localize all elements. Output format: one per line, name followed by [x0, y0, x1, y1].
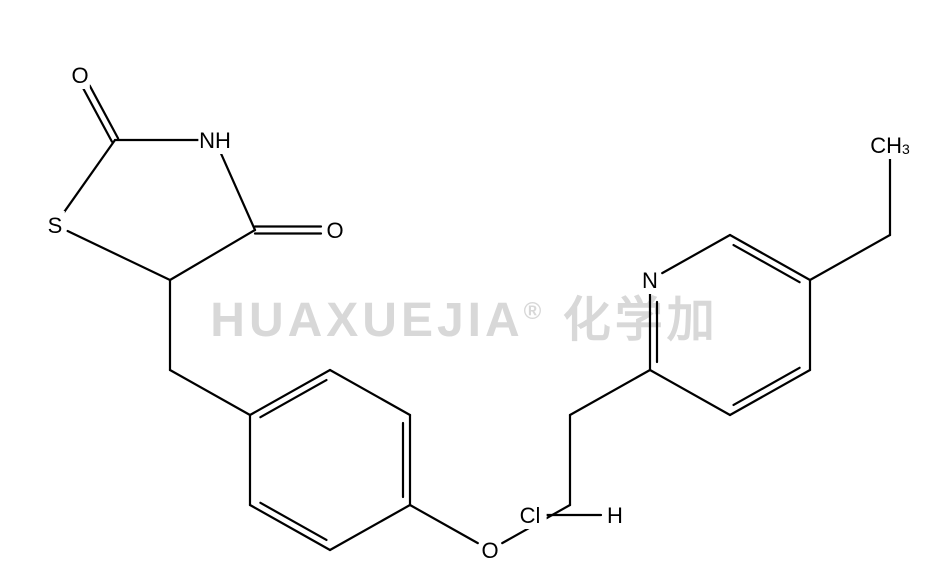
svg-text:H: H [607, 503, 623, 528]
atom-label: S [45, 211, 65, 239]
atom-label: O [70, 61, 90, 89]
chemical-structure: S NH O O O N CH3 H Cl [0, 0, 929, 588]
svg-text:Cl: Cl [520, 503, 541, 528]
atom-label: O [325, 216, 345, 244]
atom-label: CH3 [867, 131, 914, 159]
atom-label: N [640, 266, 660, 294]
atom-label: Cl [513, 501, 546, 529]
atom-label: O [480, 536, 500, 564]
svg-text:S: S [48, 213, 63, 238]
atom-label: H [605, 501, 625, 529]
svg-text:O: O [326, 218, 343, 243]
svg-text:N: N [642, 268, 658, 293]
atom-label: NH [198, 126, 231, 154]
svg-text:O: O [481, 538, 498, 563]
svg-text:NH: NH [199, 128, 231, 153]
svg-text:O: O [71, 63, 88, 88]
